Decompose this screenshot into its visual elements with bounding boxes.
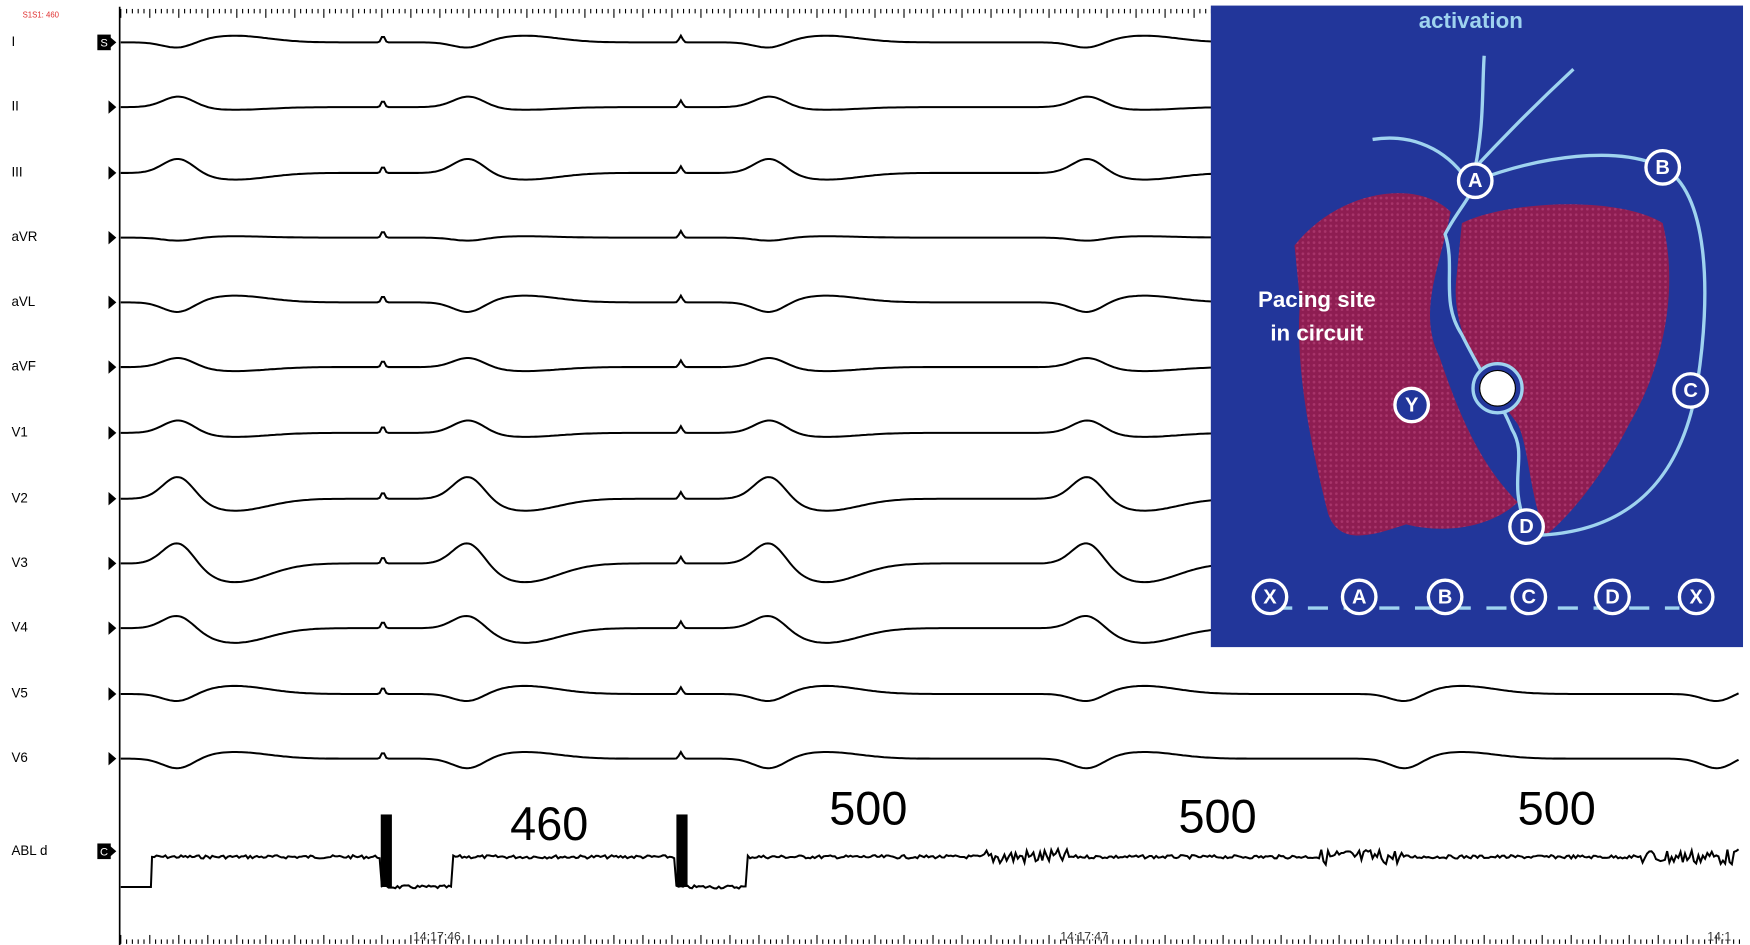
lead-label: V6 bbox=[11, 750, 27, 765]
node-label: A bbox=[1352, 586, 1367, 608]
interval-label: 500 bbox=[1518, 783, 1596, 835]
lead-marker bbox=[108, 751, 117, 766]
scar-right bbox=[1455, 204, 1670, 536]
node bbox=[1508, 508, 1545, 546]
diagram-title: activation bbox=[1419, 8, 1523, 33]
node-label: D bbox=[1605, 586, 1620, 608]
lead-label: V3 bbox=[11, 555, 27, 570]
marker-box bbox=[97, 843, 111, 860]
lead-label: III bbox=[11, 164, 22, 179]
lead-marker bbox=[108, 230, 117, 245]
node-label: C bbox=[1683, 380, 1698, 402]
marker-label: S bbox=[100, 37, 107, 49]
node bbox=[1672, 372, 1709, 409]
node bbox=[1456, 162, 1494, 200]
lead-label: V5 bbox=[11, 685, 27, 700]
lead-label: aVF bbox=[11, 359, 36, 374]
ecg-trace bbox=[120, 749, 1740, 770]
time-label: 14:1 bbox=[1707, 929, 1731, 943]
pacing-label: in circuit bbox=[1270, 321, 1363, 346]
pacing-site bbox=[1479, 369, 1516, 407]
node bbox=[1393, 386, 1431, 424]
exit-arrows bbox=[1372, 55, 1575, 174]
node bbox=[1340, 578, 1378, 616]
marker-box bbox=[97, 34, 111, 51]
node bbox=[1677, 578, 1715, 616]
lead-label: V1 bbox=[11, 424, 27, 439]
ecg-trace bbox=[120, 846, 1740, 890]
lead-marker bbox=[108, 621, 117, 635]
activation-path bbox=[1443, 180, 1529, 528]
node-label: C bbox=[1522, 586, 1537, 608]
interval-label: 460 bbox=[510, 798, 588, 850]
lead-marker bbox=[108, 295, 117, 310]
lead-marker bbox=[108, 687, 117, 701]
lead-marker bbox=[108, 166, 117, 180]
pacing-artifact bbox=[676, 814, 688, 887]
node-label: B bbox=[1655, 157, 1670, 179]
scar-left bbox=[1294, 193, 1518, 536]
node-label: B bbox=[1438, 586, 1453, 608]
interval-label: 500 bbox=[829, 783, 907, 835]
time-label: 14:17:46 bbox=[413, 929, 461, 943]
lead-label: I bbox=[11, 34, 15, 49]
lead-label: V4 bbox=[11, 620, 28, 635]
intervals: 460 500 500 500 bbox=[510, 783, 1596, 851]
node-label: Y bbox=[1405, 394, 1419, 416]
circuit-diagram: activation Pacing site in circuit A B C D Y X… bbox=[1210, 5, 1744, 648]
time-label: 14:17:47 bbox=[1060, 929, 1108, 943]
pacing-artifact bbox=[380, 814, 392, 887]
lead-marker bbox=[108, 100, 117, 114]
circuit-loop bbox=[1474, 153, 1707, 538]
node-label: X bbox=[1689, 586, 1703, 608]
node bbox=[1251, 578, 1289, 616]
marker-label: C bbox=[100, 846, 108, 858]
lead-label: V2 bbox=[11, 490, 27, 505]
lead-label: II bbox=[11, 99, 18, 114]
node-label: A bbox=[1468, 170, 1483, 192]
node bbox=[1644, 148, 1682, 186]
node bbox=[1594, 578, 1631, 616]
lead-label: ABL d bbox=[11, 843, 47, 858]
lead-marker bbox=[108, 426, 117, 440]
node bbox=[1426, 578, 1464, 616]
node bbox=[1510, 578, 1548, 616]
node-label: X bbox=[1263, 586, 1277, 608]
node-label: D bbox=[1519, 516, 1534, 538]
lead-marker bbox=[108, 492, 117, 506]
lead-label: aVR bbox=[11, 229, 37, 244]
lead-label: aVL bbox=[11, 294, 35, 309]
pacing-label: Pacing site bbox=[1258, 287, 1376, 312]
lead-marker bbox=[108, 360, 117, 374]
stim-label: S1S1: 460 bbox=[23, 11, 60, 20]
ecg-trace bbox=[120, 684, 1740, 702]
interval-label: 500 bbox=[1178, 790, 1256, 842]
lead-marker bbox=[108, 556, 117, 571]
